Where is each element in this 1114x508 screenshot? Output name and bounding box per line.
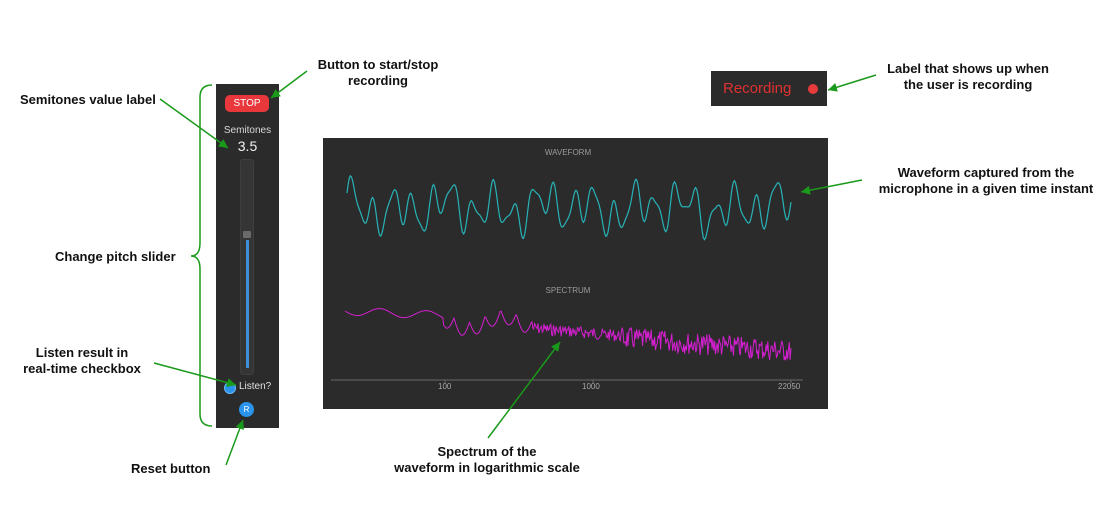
annotation-listen-line1: Listen result in [35, 345, 129, 360]
stop-button[interactable]: STOP [225, 95, 269, 112]
control-panel: STOP Semitones 3.5 Listen? R [216, 84, 279, 428]
annotation-semitones-value-label: Semitones value label [20, 92, 156, 107]
recording-indicator: Recording [711, 71, 827, 106]
waveform-title: WAVEFORM [544, 148, 592, 157]
pitch-slider-fill [246, 240, 249, 368]
annotation-listen: Listen result in real-time checkbox [14, 345, 150, 377]
annotation-spectrum-line2: waveform in logarithmic scale [394, 460, 580, 475]
recording-dot-icon [808, 84, 818, 94]
visualizer-panel: WAVEFORM SPECTRUM 100 1000 22050 [323, 138, 828, 409]
annotation-change-pitch: Change pitch slider [55, 249, 176, 264]
annotation-spectrum-line1: Spectrum of the [437, 444, 537, 459]
x-tick-100: 100 [438, 382, 452, 391]
spectrum-title: SPECTRUM [545, 286, 591, 295]
semitones-value: 3.5 [237, 138, 258, 154]
spectrum-line [344, 308, 792, 361]
waveform-line [346, 174, 792, 241]
annotation-listen-line2: real-time checkbox [23, 361, 141, 376]
curly-bracket-icon [190, 84, 213, 427]
annotation-recording-label: Label that shows up when the user is rec… [872, 61, 1064, 93]
annotation-recording-line1: Label that shows up when [887, 61, 1049, 76]
recording-label: Recording [723, 80, 792, 97]
visualizer-canvas [331, 174, 803, 383]
listen-checkbox[interactable] [224, 382, 236, 394]
reset-button[interactable]: R [239, 402, 254, 417]
x-tick-22050: 22050 [778, 382, 801, 391]
x-tick-1000: 1000 [582, 382, 600, 391]
annotation-spectrum: Spectrum of the waveform in logarithmic … [382, 444, 592, 476]
pitch-slider-handle[interactable] [243, 231, 251, 238]
pitch-slider[interactable] [240, 159, 254, 375]
annotation-waveform-line1: Waveform captured from the [897, 165, 1075, 180]
semitones-label: Semitones [223, 125, 272, 136]
annotation-start-stop-line2: recording [348, 73, 408, 88]
annotation-waveform: Waveform captured from the microphone in… [866, 165, 1106, 197]
annotation-waveform-line2: microphone in a given time instant [878, 181, 1094, 196]
annotation-start-stop: Button to start/stop recording [305, 57, 451, 89]
listen-label: Listen? [239, 381, 272, 392]
annotation-reset: Reset button [131, 461, 211, 476]
annotation-start-stop-line1: Button to start/stop [317, 57, 439, 72]
annotation-recording-line2: the user is recording [903, 77, 1033, 92]
arrow-recording [827, 74, 877, 92]
